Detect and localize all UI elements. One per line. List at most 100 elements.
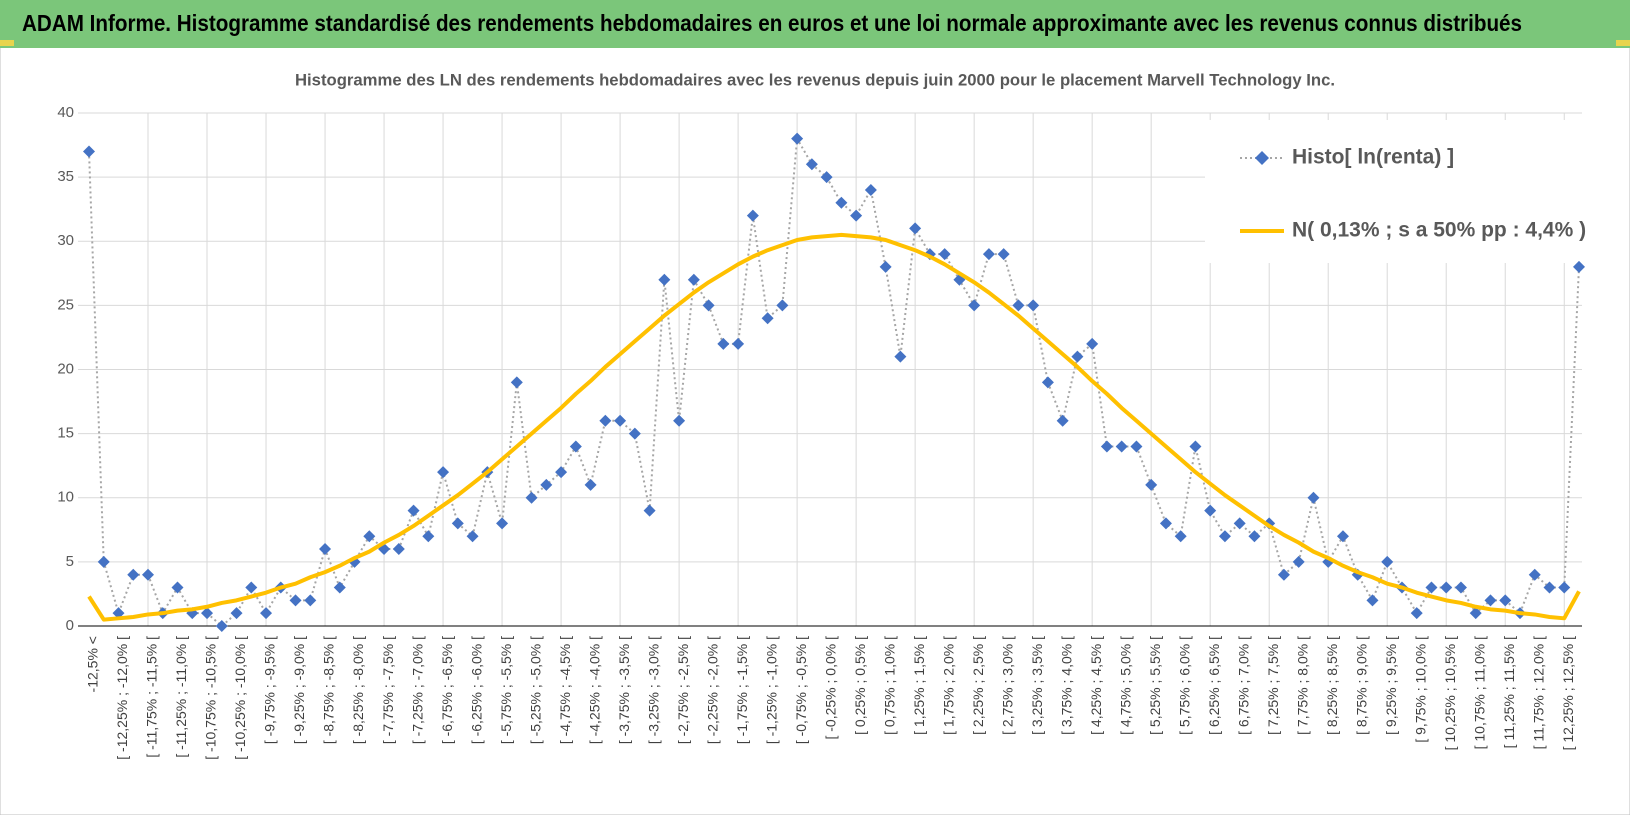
histo-point: [1336, 530, 1349, 543]
x-tick-label: [ 3,25% ; 3,5% [: [1029, 636, 1045, 735]
header-corner: [0, 40, 14, 46]
x-tick-label: [ -12,25% ; -12,0% [: [114, 636, 130, 760]
histo-point: [938, 248, 951, 261]
histo-point: [83, 145, 95, 158]
x-tick-label: [ 0,75% ; 1,0% [: [881, 636, 897, 735]
histo-point: [599, 414, 612, 427]
histo-point: [805, 158, 818, 171]
histo-point: [510, 376, 523, 389]
x-tick-label: [ -1,25% ; -1,0% [: [763, 636, 779, 744]
x-tick-label: [ 1,25% ; 1,5% [: [911, 636, 927, 735]
x-tick-label: [ 7,25% ; 7,5% [: [1265, 636, 1281, 735]
header-corner: [1616, 40, 1630, 46]
histo-point: [1086, 337, 1099, 350]
histo-point: [997, 248, 1010, 261]
x-tick-label: [ -0,75% ; -0,5% [: [793, 636, 809, 744]
histo-point: [407, 504, 420, 517]
histo-point: [687, 273, 700, 286]
histo-point: [1233, 517, 1246, 530]
x-tick-label: [ 8,75% ; 9,0% [: [1353, 636, 1369, 735]
x-tick-label: [ 8,25% ; 8,5% [: [1324, 636, 1340, 735]
x-tick-label: [ 9,25% ; 9,5% [: [1383, 636, 1399, 735]
histo-point: [569, 440, 582, 453]
y-tick-label: 30: [57, 232, 74, 249]
histo-point: [97, 555, 110, 568]
histo-point: [392, 543, 405, 556]
x-tick-label: [ -7,75% ; -7,5% [: [380, 636, 396, 744]
histo-point: [437, 466, 450, 479]
legend-marker: [1255, 151, 1269, 165]
histo-point: [791, 132, 804, 145]
x-tick-label: [ -5,25% ; -5,0% [: [527, 636, 543, 744]
histo-point: [1174, 530, 1187, 543]
x-tick-label: [ 2,25% ; 2,5% [: [970, 636, 986, 735]
histo-point: [1100, 440, 1113, 453]
y-tick-label: 5: [66, 553, 74, 570]
histo-point: [879, 260, 892, 273]
x-tick-label: [ 7,75% ; 8,0% [: [1294, 636, 1310, 735]
histo-point: [1292, 555, 1305, 568]
histo-point: [289, 594, 302, 607]
x-tick-label: [ -4,25% ; -4,0% [: [586, 636, 602, 744]
header-bar: [0, 0, 1630, 48]
x-tick-label: [ 5,25% ; 5,5% [: [1147, 636, 1163, 735]
histo-point: [1027, 299, 1040, 312]
histo-point: [1454, 581, 1467, 594]
histo-point: [1381, 555, 1394, 568]
x-tick-label: [ -2,75% ; -2,5% [: [675, 636, 691, 744]
y-tick-label: 15: [57, 425, 74, 442]
histo-point: [230, 607, 243, 620]
histo-point: [1499, 594, 1512, 607]
legend-label: N( 0,13% ; s a 50% pp : 4,4% ): [1292, 219, 1586, 242]
x-tick-label: [ -6,75% ; -6,5% [: [439, 636, 455, 744]
histo-point: [1159, 517, 1172, 530]
x-tick-label: [ -2,25% ; -2,0% [: [704, 636, 720, 744]
histo-point: [245, 581, 258, 594]
histo-point: [1573, 260, 1585, 273]
x-tick-label: [ -9,75% ; -9,5% [: [262, 636, 278, 744]
histo-point: [776, 299, 789, 312]
histo-point: [628, 427, 641, 440]
histo-point: [127, 568, 140, 581]
histo-point: [260, 607, 273, 620]
histo-point: [171, 581, 184, 594]
histo-point: [496, 517, 509, 530]
x-tick-label: [ 12,25% ; 12,5% [: [1560, 636, 1576, 751]
histo-point: [525, 491, 538, 504]
x-tick-label: [ -10,75% ; -10,5% [: [203, 636, 219, 760]
histo-point: [333, 581, 346, 594]
x-tick-label: [ 3,75% ; 4,0% [: [1058, 636, 1074, 735]
histo-point: [1012, 299, 1025, 312]
histo-point: [1277, 568, 1290, 581]
histo-point: [304, 594, 317, 607]
histo-point: [909, 222, 922, 235]
x-tick-label: [ 6,75% ; 7,0% [: [1235, 636, 1251, 735]
histo-point: [201, 607, 214, 620]
histo-point: [850, 209, 863, 222]
x-tick-label: [ 11,25% ; 11,5% [: [1501, 636, 1517, 748]
x-tick-label: [ -6,25% ; -6,0% [: [468, 636, 484, 744]
x-tick-label: [ 9,75% ; 10,0% [: [1412, 636, 1428, 743]
histo-point: [451, 517, 464, 530]
x-tick-label: [ -9,25% ; -9,0% [: [291, 636, 307, 744]
histo-point: [982, 248, 995, 261]
histo-point: [673, 414, 686, 427]
x-tick-label: [ 4,25% ; 4,5% [: [1088, 636, 1104, 735]
histo-point: [1130, 440, 1143, 453]
histo-point: [923, 248, 936, 261]
histo-point: [835, 196, 848, 209]
histo-point: [1307, 491, 1320, 504]
histo-point: [732, 337, 745, 350]
histo-point: [1410, 607, 1423, 620]
chart-title: Histogramme des LN des rendements hebdom…: [295, 70, 1335, 89]
x-tick-label: [ -4,75% ; -4,5% [: [557, 636, 573, 744]
y-tick-label: 0: [66, 617, 74, 634]
x-tick-label: [ -10,25% ; -10,0% [: [232, 636, 248, 760]
histo-point: [1204, 504, 1217, 517]
x-tick-label: [ 5,75% ; 6,0% [: [1176, 636, 1192, 735]
histo-point: [968, 299, 981, 312]
x-tick-label: [ 11,75% ; 12,0% [: [1530, 636, 1546, 749]
histo-point: [614, 414, 627, 427]
histo-point: [1440, 581, 1453, 594]
